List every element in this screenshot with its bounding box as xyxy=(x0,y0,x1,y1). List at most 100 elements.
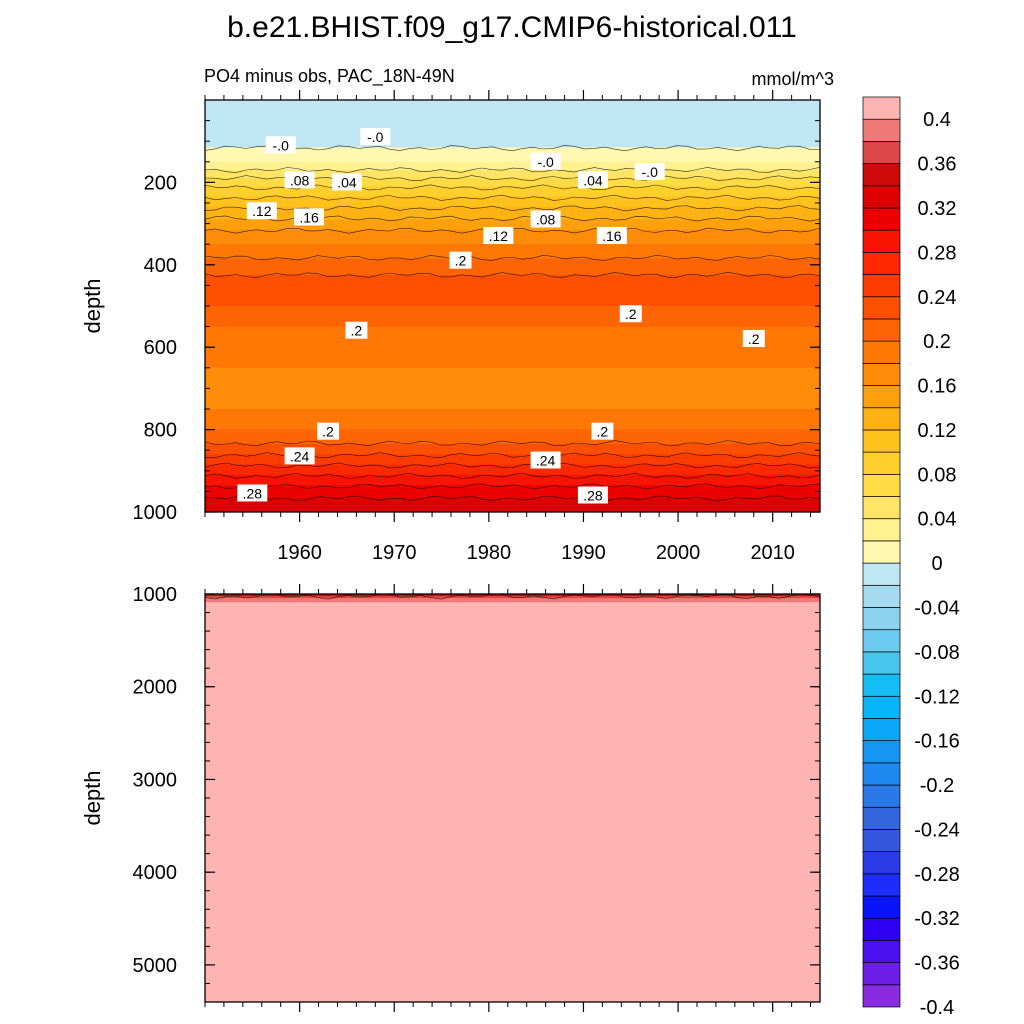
lower-band xyxy=(205,600,820,603)
upper-band xyxy=(205,382,820,385)
contour-label-text: .2 xyxy=(322,424,334,440)
colorbar-box xyxy=(862,274,901,298)
lower-band xyxy=(205,642,820,646)
colorbar-box xyxy=(862,762,901,786)
upper-x-tick-label: 1990 xyxy=(561,542,606,564)
lower-band xyxy=(205,826,820,830)
lower-band xyxy=(205,895,820,899)
upper-band xyxy=(205,182,820,186)
contour-label-bg xyxy=(591,422,614,440)
upper-y-tick-label: 200 xyxy=(144,172,177,194)
upper-band xyxy=(205,411,820,414)
lower-band xyxy=(205,851,820,854)
lower-band xyxy=(205,967,820,970)
upper-band xyxy=(205,390,820,394)
upper-band xyxy=(205,145,820,148)
contour-label-text: .04 xyxy=(583,172,603,188)
lower-band xyxy=(205,857,820,860)
lower-band xyxy=(205,877,820,881)
lower-band xyxy=(205,867,820,870)
colorbar-box xyxy=(862,118,901,142)
lower-band xyxy=(205,814,820,817)
lower-band xyxy=(205,969,820,972)
lower-band xyxy=(205,981,820,985)
contour-label: .2 xyxy=(591,422,614,440)
lower-band xyxy=(205,959,820,962)
upper-band xyxy=(205,100,820,103)
upper-band xyxy=(205,188,820,192)
contour-label: .12 xyxy=(483,226,514,244)
upper-band xyxy=(205,264,820,268)
lower-band xyxy=(205,865,820,868)
lower-band xyxy=(205,704,820,707)
upper-band xyxy=(205,330,820,334)
lower-band xyxy=(205,744,820,748)
lower-band xyxy=(205,979,820,983)
upper-band xyxy=(205,268,820,272)
lower-band xyxy=(205,791,820,795)
lower-band xyxy=(205,698,820,701)
upper-band xyxy=(205,474,820,478)
lower-band xyxy=(205,987,820,991)
lower-band xyxy=(205,681,820,685)
upper-x-axis: 1960 1970 1980 1990 2000 2010 xyxy=(204,90,812,564)
upper-band xyxy=(205,417,820,420)
contour-label: .2 xyxy=(619,305,642,323)
lower-band xyxy=(205,957,820,960)
colorbar-box xyxy=(862,296,901,320)
lower-band xyxy=(205,657,820,660)
upper-band xyxy=(205,345,820,348)
lower-band xyxy=(205,677,820,681)
upper-band xyxy=(205,489,820,492)
upper-band xyxy=(205,371,820,375)
contour-label-text: .28 xyxy=(583,488,603,504)
upper-band xyxy=(205,141,820,144)
upper-band xyxy=(205,151,820,155)
upper-band xyxy=(205,104,820,107)
lower-band xyxy=(205,663,820,666)
upper-band xyxy=(205,205,820,208)
contour-label-bg xyxy=(331,173,362,191)
lower-band xyxy=(205,730,820,734)
lower-band xyxy=(205,610,820,613)
contour-label-bg xyxy=(345,321,368,339)
lower-band xyxy=(205,808,820,811)
upper-panel: -.0 -.0 -.0 -.0 .08 .04 .04 .12 .16 .12 .08 .16 .2 .2… xyxy=(80,90,821,564)
colorbar-label: -0.16 xyxy=(914,731,960,753)
lower-band xyxy=(205,961,820,964)
lower-band xyxy=(205,638,820,642)
upper-y-tick-label: 600 xyxy=(144,337,177,359)
upper-band xyxy=(205,386,820,389)
lower-band xyxy=(205,965,820,968)
upper-band xyxy=(205,361,820,365)
contour-label-bg xyxy=(284,171,315,189)
upper-band xyxy=(205,155,820,159)
colorbar-box xyxy=(862,229,901,253)
lower-band xyxy=(205,910,820,913)
upper-band xyxy=(205,353,820,357)
lower-band xyxy=(205,828,820,832)
upper-band xyxy=(205,481,820,484)
upper-band xyxy=(205,114,820,118)
lower-band xyxy=(205,777,820,781)
upper-band xyxy=(205,153,820,157)
lower-band xyxy=(205,781,820,785)
colorbar-box xyxy=(862,252,901,275)
contour-label-text: .2 xyxy=(455,253,467,269)
lower-band xyxy=(205,946,820,950)
lower-band xyxy=(205,822,820,826)
lower-band xyxy=(205,763,820,766)
lower-band xyxy=(205,902,820,905)
upper-band xyxy=(205,217,820,221)
lower-band xyxy=(205,869,820,873)
lower-band xyxy=(205,710,820,713)
upper-band xyxy=(205,312,820,315)
lower-band xyxy=(205,853,820,856)
contour-label: .28 xyxy=(237,484,268,502)
colorbar-box xyxy=(862,784,901,808)
lower-band xyxy=(205,936,820,940)
lower-band xyxy=(205,891,820,895)
upper-band xyxy=(205,223,820,227)
upper-band xyxy=(205,293,820,297)
lower-band xyxy=(205,818,820,822)
